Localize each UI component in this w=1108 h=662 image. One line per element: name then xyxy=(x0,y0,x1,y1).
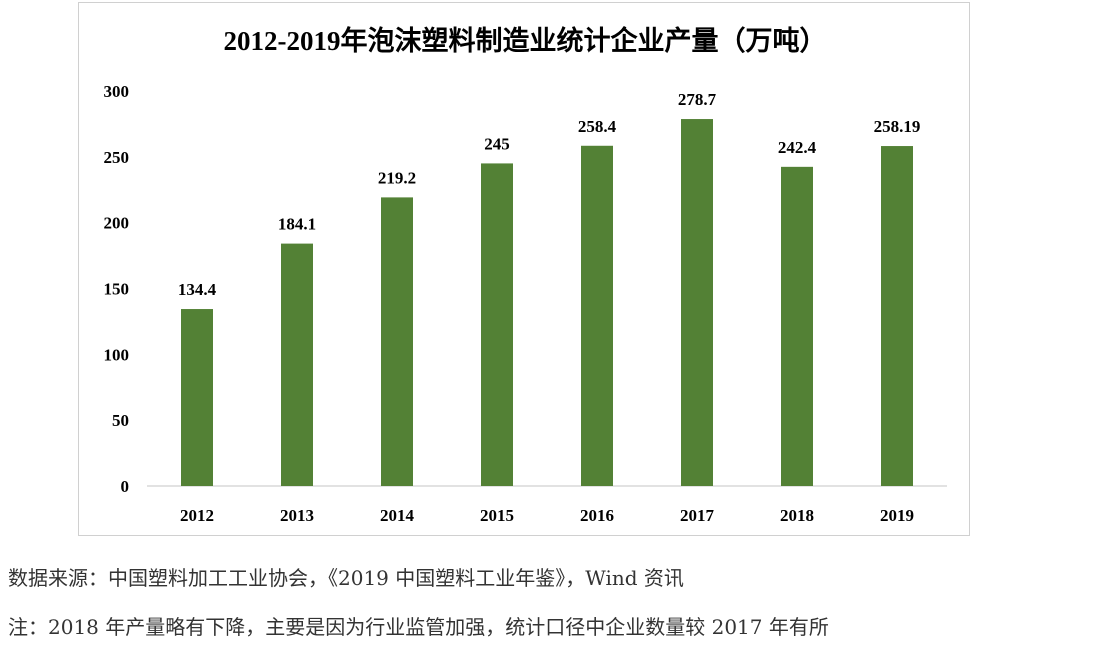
bar-2016 xyxy=(581,145,613,487)
bar-2019 xyxy=(881,146,913,486)
data-label-2017: 278.7 xyxy=(678,90,717,109)
data-label-2013: 184.1 xyxy=(278,215,316,234)
bar-2015 xyxy=(481,163,513,486)
y-tick-label: 100 xyxy=(104,345,130,364)
x-tick-label: 2012 xyxy=(180,506,214,525)
y-axis: 0 50 100 150 200 250 300 xyxy=(104,82,130,496)
y-tick-label: 0 xyxy=(121,477,130,496)
bar-chart: 2012-2019年泡沫塑料制造业统计企业产量（万吨） 0 50 100 150 200… xyxy=(104,25,947,525)
bars-group xyxy=(181,119,913,487)
bar-2013 xyxy=(281,243,313,486)
source-note: 数据来源：中国塑料加工工业协会，《2019 中国塑料工业年鉴》，Wind 资讯 xyxy=(8,566,684,590)
x-tick-label: 2016 xyxy=(580,506,614,525)
y-tick-label: 150 xyxy=(104,280,130,299)
bar-2018 xyxy=(781,166,813,486)
y-tick-label: 250 xyxy=(104,148,130,167)
bar-2014 xyxy=(381,197,413,487)
chart-title: 2012-2019年泡沫塑料制造业统计企业产量（万吨） xyxy=(224,25,827,56)
x-tick-label: 2017 xyxy=(680,506,715,525)
footnote: 注：2018 年产量略有下降，主要是因为行业监管加强，统计口径中企业数量较 20… xyxy=(8,615,829,639)
y-tick-label: 300 xyxy=(104,82,130,101)
x-tick-label: 2014 xyxy=(380,506,415,525)
data-label-2019: 258.19 xyxy=(874,117,921,136)
x-tick-label: 2019 xyxy=(880,506,914,525)
x-tick-label: 2013 xyxy=(280,506,314,525)
bar-2012 xyxy=(181,309,213,486)
chart-frame: 2012-2019年泡沫塑料制造业统计企业产量（万吨） 0 50 100 150 200… xyxy=(78,2,970,536)
x-tick-label: 2015 xyxy=(480,506,514,525)
bar-2017 xyxy=(681,119,713,487)
y-tick-label: 200 xyxy=(104,214,130,233)
data-labels-group: 134.4 184.1 219.2 245 258.4 278.7 242.4 258.19 xyxy=(178,90,921,299)
data-label-2018: 242.4 xyxy=(778,138,817,157)
data-label-2016: 258.4 xyxy=(578,117,617,136)
data-label-2012: 134.4 xyxy=(178,280,217,299)
x-axis: 2012 2013 2014 2015 2016 2017 2018 2019 xyxy=(180,506,914,525)
y-tick-label: 50 xyxy=(112,411,129,430)
data-label-2015: 245 xyxy=(484,134,510,153)
data-label-2014: 219.2 xyxy=(378,168,416,187)
x-tick-label: 2018 xyxy=(780,506,814,525)
